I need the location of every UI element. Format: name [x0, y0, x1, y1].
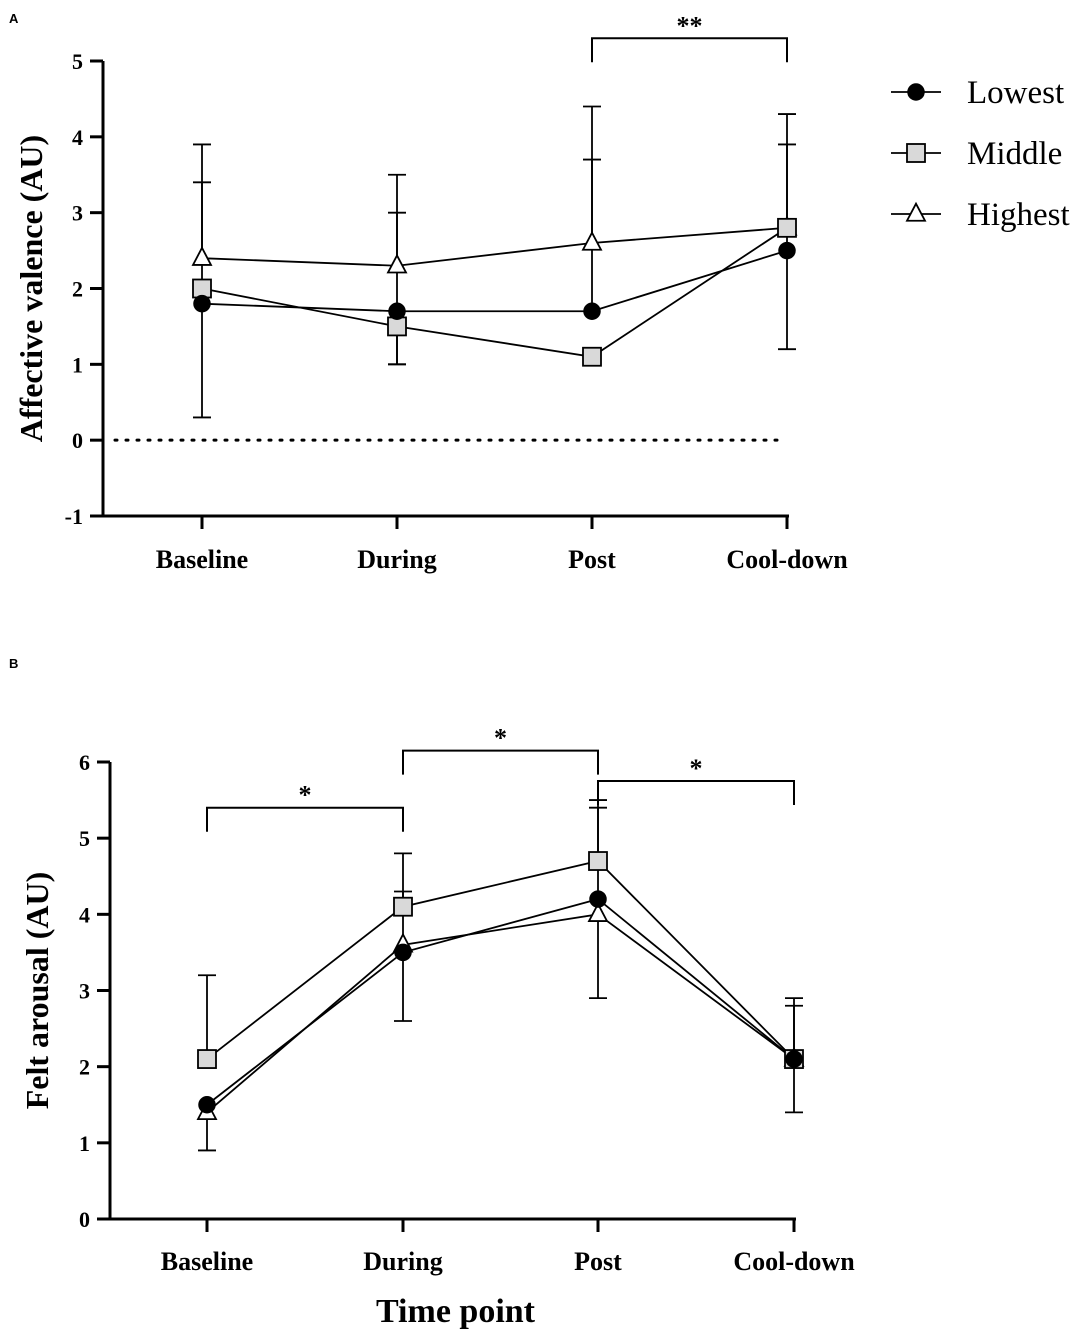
- panel-b-lowest-point: [198, 1096, 216, 1114]
- panel-b-middle-point: [588, 851, 608, 871]
- legend-highest-marker: [905, 201, 927, 222]
- legend-middle-label: Middle: [967, 136, 1062, 172]
- panel-a-highest-point: [386, 253, 408, 274]
- panel-b-chart: B 0 1 2 3 4 5 6 Baseline During Post Cool-down Felt …: [9, 656, 855, 1330]
- panel-b-significance-label: *: [690, 754, 703, 783]
- panel-a-y-tick-label: 4: [72, 125, 83, 150]
- panel-a-middle-series-line: [201, 227, 788, 358]
- panel-b-significance-bracket: [402, 749, 599, 775]
- legend-middle-marker: [906, 143, 926, 163]
- panel-a-y-axis-label: Affective valence (AU): [13, 135, 49, 442]
- panel-a-x-tick-label: Baseline: [156, 545, 248, 574]
- panel-a-middle-point: [387, 316, 407, 337]
- panel-b-x-tick-label: Cool-down: [733, 1247, 855, 1276]
- panel-a-lowest-point: [778, 241, 796, 260]
- legend-highest-label: Highest: [967, 197, 1070, 233]
- panel-a-y-tick-label: 1: [72, 352, 83, 377]
- panel-b-x-axis-label: Time point: [376, 1293, 536, 1330]
- panel-b-highest-point: [587, 902, 609, 922]
- panel-b-lowest-point: [589, 890, 607, 908]
- panel-a-label: A: [9, 11, 19, 26]
- panel-b-y-axis-label: Felt arousal (AU): [19, 872, 55, 1110]
- panel-a-lowest-point: [583, 302, 601, 320]
- panel-a-lowest-series-line: [201, 249, 788, 313]
- panel-a-y-tick-label: -1: [65, 504, 83, 529]
- panel-b-lowest-point: [785, 1050, 803, 1068]
- legend-lowest-marker: [907, 83, 925, 101]
- panel-b-significance-label: *: [494, 724, 507, 753]
- panel-b-middle-point: [393, 896, 413, 917]
- panel-b-y-tick-label: 5: [79, 826, 90, 851]
- legend-lowest-label: Lowest: [967, 75, 1064, 111]
- panel-b-middle-series-line: [206, 860, 795, 1060]
- panel-b-middle-point: [197, 1049, 217, 1069]
- panel-a-x-tick-label: During: [357, 545, 436, 574]
- panel-b-y-tick-label: 4: [79, 902, 90, 927]
- panel-a-y-tick-label: 3: [72, 201, 83, 226]
- panel-b-x-tick-label: During: [363, 1247, 442, 1276]
- panel-a-x-tick-label: Post: [568, 545, 616, 574]
- panel-a-y-tick-label: 5: [72, 49, 83, 74]
- panel-b-x-tick-label: Post: [574, 1247, 622, 1276]
- panel-a-middle-point: [192, 278, 212, 299]
- panel-a-lowest-point: [388, 302, 406, 320]
- panel-a-y-tick-label: 0: [72, 428, 83, 453]
- panel-b-y-tick-label: 6: [79, 750, 90, 775]
- panel-b-lowest-point: [394, 943, 412, 962]
- panel-b-y-tick-label: 0: [79, 1207, 90, 1232]
- panel-a-highest-point: [191, 245, 213, 266]
- panel-b-significance-bracket: [597, 780, 795, 806]
- panel-b-x-tick-label: Baseline: [161, 1247, 253, 1276]
- panel-a-chart: A -1 0 1 2 3 4 5 Baseline During Post Cool-down Affe…: [9, 11, 848, 574]
- panel-a-highest-point: [581, 230, 603, 251]
- panel-a-middle-point: [777, 217, 797, 238]
- panel-b-significance-label: *: [299, 781, 312, 810]
- panel-b-y-tick-label: 1: [79, 1131, 90, 1156]
- panel-a-lowest-point: [193, 294, 211, 313]
- panel-a-x-tick-label: Cool-down: [726, 545, 848, 574]
- legend: Lowest Middle Highest: [891, 75, 1070, 233]
- panel-a-highest-series-line: [201, 226, 788, 267]
- panel-a-y-tick-label: 2: [72, 277, 83, 302]
- panel-b-highest-series-line: [206, 913, 795, 1114]
- panel-b-y-tick-label: 2: [79, 1055, 90, 1080]
- panel-a-middle-point: [582, 346, 602, 367]
- panel-b-y-tick-label: 3: [79, 979, 90, 1004]
- panel-a-significance-label: **: [677, 11, 703, 40]
- panel-b-label: B: [9, 656, 18, 671]
- panel-b-significance-bracket: [206, 806, 404, 832]
- panel-a-significance-bracket: [591, 37, 788, 63]
